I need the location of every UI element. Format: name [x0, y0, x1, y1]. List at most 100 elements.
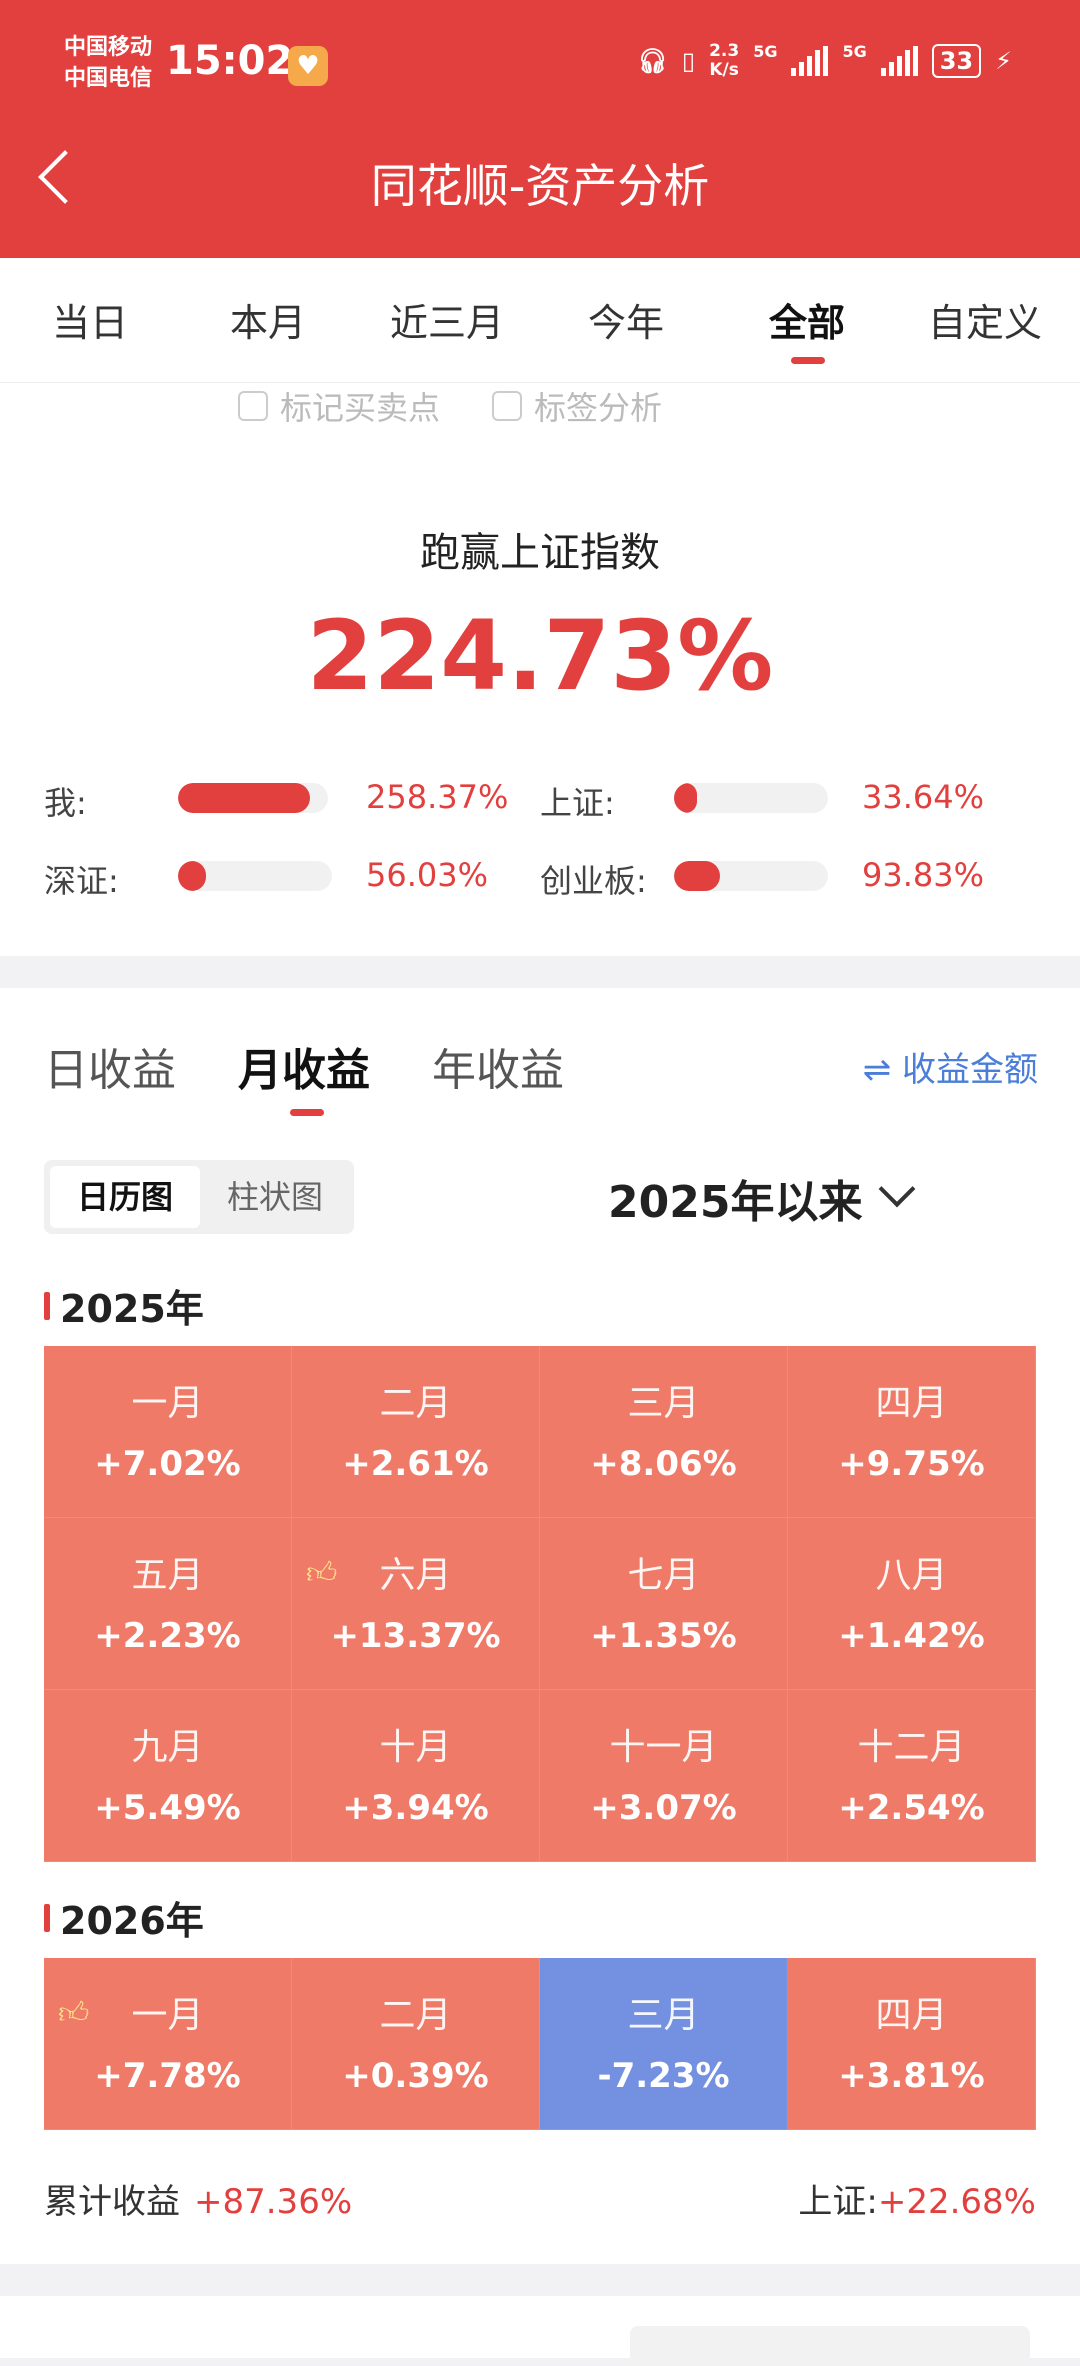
network-type-1: 5G [753, 42, 778, 61]
carrier-info: 中国移动 中国电信 [64, 32, 152, 94]
month-cell[interactable]: 十月 +3.94% [292, 1690, 540, 1862]
next-card-control[interactable] [630, 2326, 1030, 2366]
month-return: +2.61% [342, 1444, 489, 1484]
active-tab-indicator [791, 357, 825, 364]
carrier-2: 中国电信 [64, 66, 153, 91]
charging-icon: ⚡ [995, 47, 1012, 75]
month-cell[interactable]: 十一月 +3.07% [540, 1690, 788, 1862]
cumulative-return: 累计收益 +87.36% [44, 2174, 352, 2223]
month-return: +1.42% [838, 1616, 985, 1656]
month-return: -7.23% [597, 2056, 730, 2096]
compare-label-sz: 深证: [44, 862, 119, 900]
month-cell[interactable]: 四月 +3.81% [788, 1958, 1036, 2130]
beat-index-value: 224.73% [306, 600, 774, 712]
month-cell[interactable]: 五月 +2.23% [44, 1518, 292, 1690]
compare-fill-me [178, 783, 310, 813]
month-cell[interactable]: 👍︎ 六月 +13.37% [292, 1518, 540, 1690]
tab-daily-returns[interactable]: 日收益 [44, 1045, 176, 1096]
compare-bar-cyb [674, 861, 828, 891]
shanghai-return: 上证:+22.68% [798, 2174, 1036, 2223]
month-return: +3.07% [590, 1788, 737, 1828]
month-name: 十月 [379, 1727, 452, 1768]
compare-value-cyb: 93.83% [862, 856, 985, 894]
compare-label-sh: 上证: [540, 784, 615, 822]
month-return: +0.39% [342, 2056, 489, 2096]
month-name: 四月 [875, 1995, 948, 2036]
compare-bar-me [178, 783, 328, 813]
month-return: +3.94% [342, 1788, 489, 1828]
year-marker [44, 1903, 50, 1932]
compare-fill-cyb [674, 861, 721, 891]
month-cell[interactable]: 八月 +1.42% [788, 1518, 1036, 1690]
tab-three-months[interactable]: 近三月 [389, 301, 505, 345]
tab-custom[interactable]: 自定义 [927, 301, 1043, 345]
period-tabs: 当日 本月 近三月 今年 全部 自定义 [0, 258, 1080, 383]
net-speed: 2.3 K/s [709, 42, 739, 80]
year-label: 2026年 [60, 1899, 204, 1943]
range-select[interactable]: 2025年以来 [608, 1177, 863, 1228]
active-returns-tab-indicator [290, 1109, 324, 1116]
month-return: +13.37% [330, 1616, 501, 1656]
month-cell[interactable]: 三月 -7.23% [540, 1958, 788, 2130]
month-name: 三月 [627, 1383, 700, 1424]
app-header: 中国移动 中国电信 15:02 ♥ 🎧︎ ▯ 2.3 K/s 5G 5G 33 … [0, 0, 1080, 258]
month-cell[interactable]: 三月 +8.06% [540, 1346, 788, 1518]
beat-index-card [0, 383, 1080, 956]
month-cell[interactable]: 十二月 +2.54% [788, 1690, 1036, 1862]
month-name: 十一月 [609, 1727, 718, 1768]
month-name: 一月 [131, 1995, 204, 2036]
tab-this-year[interactable]: 今年 [587, 301, 665, 345]
cumulative-value: +87.36% [194, 2182, 353, 2222]
compare-fill-sh [674, 783, 698, 813]
month-name: 三月 [627, 1995, 700, 2036]
thumbs-up-icon: 👍︎ [306, 1556, 338, 1591]
toggle-amount-button[interactable]: ⇌ 收益金额 [862, 1050, 1038, 1090]
carrier-1: 中国移动 [64, 35, 153, 60]
tab-yearly-returns[interactable]: 年收益 [432, 1045, 564, 1096]
calendar-grid-2025: 一月 +7.02% 二月 +2.61% 三月 +8.06% 四月 +9.75% 五月 +2… [44, 1346, 1036, 1862]
shanghai-value: +22.68% [877, 2182, 1036, 2222]
health-app-icon: ♥ [288, 46, 328, 86]
calendar-view-button[interactable]: 日历图 [50, 1166, 200, 1228]
tab-today[interactable]: 当日 [51, 301, 129, 345]
tab-monthly-returns[interactable]: 月收益 [238, 1045, 370, 1096]
month-cell[interactable]: 九月 +5.49% [44, 1690, 292, 1862]
bar-view-button[interactable]: 柱状图 [226, 1178, 323, 1216]
month-return: +3.81% [838, 2056, 985, 2096]
tab-this-month[interactable]: 本月 [229, 301, 307, 345]
year-marker [44, 1291, 50, 1320]
month-return: +9.75% [838, 1444, 985, 1484]
network-type-2: 5G [842, 42, 867, 61]
month-cell[interactable]: 一月 +7.02% [44, 1346, 292, 1518]
tab-all[interactable]: 全部 [768, 301, 846, 345]
calendar-grid-2026: 👍︎ 一月 +7.78% 二月 +0.39% 三月 -7.23% 四月 +3.81% [44, 1958, 1036, 2130]
system-icons: 🎧︎ ▯ 2.3 K/s 5G 5G 33 ⚡ [637, 42, 1012, 80]
month-name: 二月 [379, 1995, 452, 2036]
month-cell[interactable]: 七月 +1.35% [540, 1518, 788, 1690]
compare-label-me: 我: [44, 784, 87, 822]
compare-bar-sz [178, 861, 332, 891]
compare-bar-sh [674, 783, 828, 813]
mark-trades-label: 标记买卖点 [280, 389, 441, 427]
mark-trades-checkbox[interactable]: 标记买卖点 [238, 383, 440, 429]
tag-analysis-label: 标签分析 [534, 389, 663, 427]
view-toggle: 日历图 柱状图 [44, 1160, 354, 1234]
compare-label-cyb: 创业板: [540, 862, 647, 900]
compare-fill-sz [178, 861, 206, 891]
month-name: 五月 [131, 1555, 204, 1596]
month-cell[interactable]: 四月 +9.75% [788, 1346, 1036, 1518]
headphones-icon: 🎧︎ [637, 47, 668, 75]
month-cell[interactable]: 二月 +0.39% [292, 1958, 540, 2130]
tag-analysis-checkbox[interactable]: 标签分析 [492, 383, 662, 429]
status-time: 15:02 [166, 38, 294, 84]
month-return: +7.02% [94, 1444, 241, 1484]
month-cell[interactable]: 👍︎ 一月 +7.78% [44, 1958, 292, 2130]
month-return: +2.23% [94, 1616, 241, 1656]
battery-icon: 33 [931, 44, 982, 78]
compare-value-sz: 56.03% [366, 856, 489, 894]
month-cell[interactable]: 二月 +2.61% [292, 1346, 540, 1518]
month-name: 一月 [131, 1383, 204, 1424]
year-heading-2026: 2026年 [44, 1890, 204, 1945]
cumulative-label: 累计收益 [44, 2182, 180, 2222]
signal-icon [880, 46, 918, 76]
